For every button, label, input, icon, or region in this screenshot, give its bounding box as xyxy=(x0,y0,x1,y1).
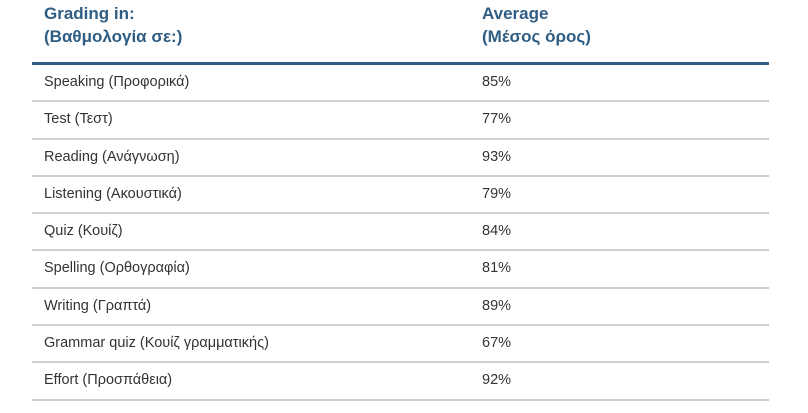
table-row: Reading (Ανάγνωση) 93% xyxy=(32,140,769,177)
subject-cell: Spelling (Ορθογραφία) xyxy=(44,260,190,277)
average-cell: 92% xyxy=(482,372,512,389)
subject-cell: Listening (Ακουστικά) xyxy=(44,185,182,202)
average-cell: 93% xyxy=(482,148,512,165)
subject-cell: Reading (Ανάγνωση) xyxy=(44,148,180,165)
table-row: Speaking (Προφορικά) 85% xyxy=(32,65,769,103)
header-grading-in-label: Grading in: xyxy=(44,4,135,23)
average-cell: 85% xyxy=(482,74,512,90)
subject-cell: Test (Τεστ) xyxy=(44,111,113,128)
table-header: Grading in: (Βαθμολογία σε:) Average (Μέ… xyxy=(32,0,769,65)
header-average-greek: (Μέσος όρος) xyxy=(482,27,591,46)
header-grading-in: Grading in: (Βαθμολογία σε:) xyxy=(44,2,182,48)
average-cell: 81% xyxy=(482,260,512,277)
subject-cell: Quiz (Κουίζ) xyxy=(44,223,123,240)
table-row: Writing (Γραπτά) 89% xyxy=(32,289,769,327)
subject-cell: Grammar quiz (Κουίζ γραμματικής) xyxy=(44,335,269,352)
table-row: Spelling (Ορθογραφία) 81% xyxy=(32,251,769,289)
grades-table: Grading in: (Βαθμολογία σε:) Average (Μέ… xyxy=(32,0,769,401)
header-grading-in-greek: (Βαθμολογία σε:) xyxy=(44,27,183,46)
subject-cell: Effort (Προσπάθεια) xyxy=(44,372,173,389)
average-cell: 79% xyxy=(482,185,512,202)
table-body: Speaking (Προφορικά) 85% Test (Τεστ) 77%… xyxy=(32,65,769,401)
table-row: Listening (Ακουστικά) 79% xyxy=(32,177,769,215)
table-row: Test (Τεστ) 77% xyxy=(32,102,769,140)
header-average: Average (Μέσος όρος) xyxy=(482,2,591,48)
average-cell: 89% xyxy=(482,297,512,314)
average-cell: 67% xyxy=(482,335,512,352)
average-cell: 84% xyxy=(482,223,512,240)
table-row: Grammar quiz (Κουίζ γραμματικής) 67% xyxy=(32,326,769,364)
table-row: Effort (Προσπάθεια) 92% xyxy=(32,363,769,401)
subject-cell: Writing (Γραπτά) xyxy=(44,297,152,314)
subject-cell: Speaking (Προφορικά) xyxy=(44,74,190,90)
header-average-label: Average xyxy=(482,4,549,23)
table-row: Quiz (Κουίζ) 84% xyxy=(32,214,769,252)
average-cell: 77% xyxy=(482,111,512,128)
